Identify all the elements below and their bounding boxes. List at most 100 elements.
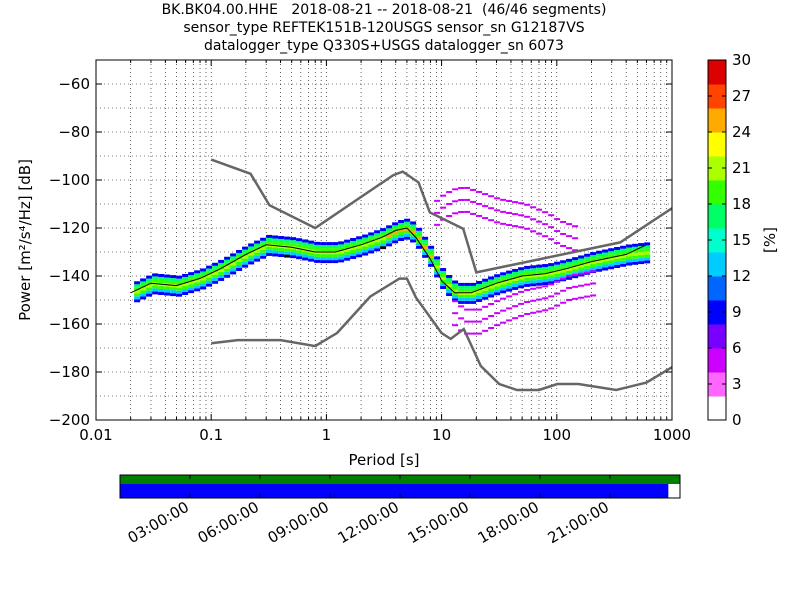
- density-cell: [230, 271, 237, 275]
- density-cell: [644, 257, 651, 261]
- density-cell: [584, 259, 591, 263]
- density-cell: [560, 269, 567, 273]
- density-cell: [374, 248, 381, 252]
- density-cell: [302, 251, 309, 255]
- series-line-1: [211, 277, 672, 392]
- density-cell: [488, 285, 495, 289]
- density-outlier-cell: [554, 230, 561, 233]
- colorbar-segment: [708, 228, 726, 253]
- density-cell: [374, 230, 381, 234]
- density-outlier-cell: [542, 297, 549, 300]
- density-cell: [518, 285, 525, 289]
- density-outlier-cell: [464, 320, 471, 323]
- density-cell: [398, 225, 405, 229]
- density-cell: [584, 262, 591, 266]
- density-cell: [146, 278, 153, 282]
- density-cell: [134, 299, 141, 303]
- density-cell: [326, 242, 333, 246]
- density-cell: [200, 277, 207, 281]
- density-cell: [248, 249, 255, 253]
- density-cell: [194, 270, 201, 274]
- density-outlier-cell: [452, 312, 459, 315]
- density-cell: [362, 240, 369, 244]
- density-cell: [266, 237, 273, 241]
- density-cell: [386, 237, 393, 241]
- density-cell: [506, 276, 513, 280]
- density-outlier-cell: [488, 219, 495, 222]
- density-cell: [368, 247, 375, 251]
- timeline-tick-label: 12:00:00: [335, 498, 402, 547]
- density-cell: [542, 276, 549, 280]
- density-cell: [350, 243, 357, 247]
- density-cell: [278, 236, 285, 240]
- density-cell: [134, 287, 141, 291]
- density-cell: [308, 252, 315, 256]
- density-cell: [500, 275, 507, 279]
- density-cell: [488, 288, 495, 292]
- density-outlier-cell: [482, 217, 489, 220]
- density-cell: [572, 260, 579, 264]
- density-cell: [542, 273, 549, 277]
- density-cell: [164, 280, 171, 284]
- density-outlier-cell: [542, 309, 549, 312]
- density-cell: [566, 267, 573, 271]
- density-cell: [464, 288, 471, 292]
- density-cell: [260, 249, 267, 253]
- density-cell: [596, 259, 603, 263]
- density-cell: [608, 257, 615, 261]
- density-cell: [242, 249, 249, 253]
- colorbar-segment: [708, 60, 726, 85]
- density-cell: [176, 290, 183, 294]
- density-cell: [362, 246, 369, 250]
- density-cell: [416, 245, 423, 249]
- density-cell: [464, 300, 471, 304]
- density-cell: [314, 244, 321, 248]
- density-cell: [440, 268, 447, 272]
- y-tick-label: −180: [49, 363, 90, 381]
- density-outlier-cell: [476, 308, 483, 311]
- density-cell: [440, 283, 447, 287]
- density-cell: [248, 261, 255, 265]
- density-cell: [140, 293, 147, 297]
- density-cell: [614, 253, 621, 257]
- density-cell: [488, 282, 495, 286]
- density-cell: [602, 252, 609, 256]
- density-outlier-cell: [566, 286, 573, 289]
- y-tick-label: −60: [58, 75, 90, 93]
- density-outlier-cell: [512, 201, 519, 204]
- density-cell: [230, 268, 237, 272]
- density-cell: [344, 254, 351, 258]
- density-outlier-cell: [512, 293, 519, 296]
- density-cell: [566, 276, 573, 280]
- density-outlier-cell: [554, 292, 561, 295]
- density-cell: [530, 283, 537, 287]
- density-cell: [194, 279, 201, 283]
- density-cell: [200, 283, 207, 287]
- density-cell: [482, 296, 489, 300]
- density-cell: [254, 246, 261, 250]
- density-outlier-cell: [518, 302, 525, 305]
- density-cell: [140, 287, 147, 291]
- density-cell: [296, 241, 303, 245]
- density-cell: [470, 297, 477, 301]
- density-cell: [158, 285, 165, 289]
- colorbar-tick-label: 0: [732, 411, 742, 429]
- y-axis-label: Power [m²/s⁴/Hz] [dB]: [16, 159, 34, 321]
- density-cell: [530, 265, 537, 269]
- density-cell: [416, 236, 423, 240]
- density-outlier-cell: [542, 235, 549, 238]
- density-cell: [344, 239, 351, 243]
- density-cell: [242, 264, 249, 268]
- density-cell: [590, 258, 597, 262]
- density-cell: [338, 259, 345, 263]
- density-cell: [356, 248, 363, 252]
- density-cell: [554, 276, 561, 280]
- density-cell: [608, 248, 615, 252]
- density-cell: [644, 248, 651, 252]
- density-cell: [440, 286, 447, 290]
- density-outlier-cell: [560, 277, 567, 280]
- density-cell: [152, 276, 159, 280]
- density-cell: [164, 286, 171, 290]
- density-cell: [320, 260, 327, 264]
